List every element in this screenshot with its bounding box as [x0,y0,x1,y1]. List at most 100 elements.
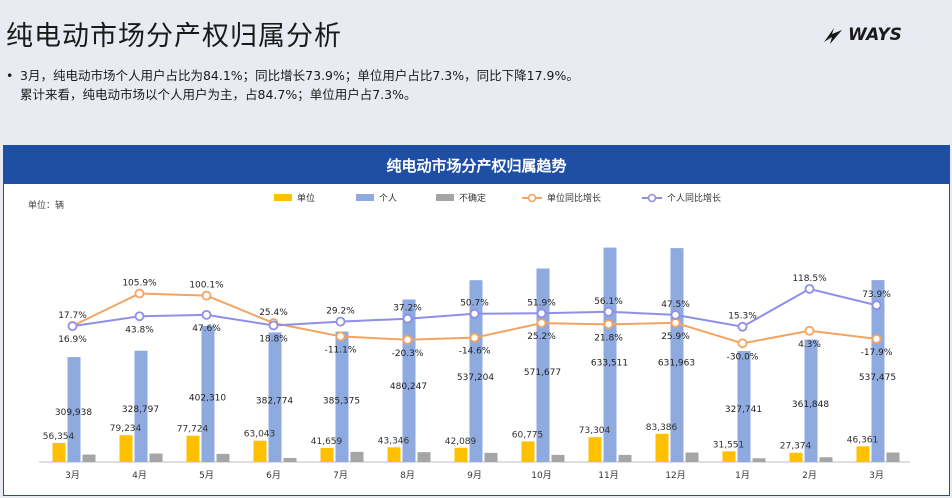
bar-personal-12 [871,280,885,462]
bar-personal-label-8: 633,511 [591,359,628,369]
bar-uncertain-5 [417,452,431,462]
point-label-personal-yoy-6: 50.7% [460,299,489,309]
bar-uncertain-2 [216,453,230,462]
bar-uncertain-0 [82,454,96,462]
bar-unit-1 [119,435,133,462]
bar-unit-2 [186,435,200,462]
bar-personal-label-4: 385,375 [323,396,360,406]
point-unit-yoy-2 [201,290,212,301]
legend-label-3: 单位同比增长 [547,192,601,204]
bar-unit-9 [655,433,669,462]
bar-unit-label-2: 77,724 [177,425,209,435]
bar-uncertain-3 [283,457,297,462]
bar-personal-4 [335,331,349,462]
point-label-personal-yoy-1: 43.8% [125,325,154,335]
point-personal-yoy-3 [268,320,279,331]
bar-unit-label-0: 56,354 [43,432,75,442]
bar-uncertain-9 [685,452,699,462]
bar-unit-label-5: 43,346 [378,436,410,446]
bar-uncertain-1 [149,453,163,462]
point-label-unit-yoy-10: -30.0% [727,352,759,362]
legend-label-0: 单位 [297,192,315,204]
ways-logo: WAYS [822,22,912,48]
point-personal-yoy-6 [469,308,480,319]
x-tick-label-7: 10月 [531,470,551,481]
point-label-personal-yoy-11: 118.5% [792,274,827,284]
bar-unit-7 [521,441,535,462]
bar-unit-6 [454,447,468,462]
point-label-unit-yoy-8: 21.8% [594,333,623,343]
point-personal-yoy-5 [402,313,413,324]
point-unit-yoy-8 [603,319,614,330]
bar-unit-4 [320,447,334,462]
legend-label-4: 个人同比增长 [667,192,721,204]
bar-uncertain-6 [484,452,498,462]
bar-personal-2 [201,325,215,462]
bar-unit-label-12: 46,361 [847,435,879,445]
point-label-unit-yoy-0: 17.7% [58,311,87,321]
bar-unit-label-9: 83,386 [646,423,678,433]
point-label-unit-yoy-3: 25.4% [259,308,288,318]
point-label-unit-yoy-5: -20.3% [392,349,424,359]
bar-personal-1 [134,350,148,462]
summary: • 3月，纯电动市场个人用户占比为84.1%；同比增长73.9%；单位用户占比7… [6,66,906,104]
bar-unit-5 [387,447,401,462]
point-personal-yoy-7 [536,308,547,319]
bar-unit-label-10: 31,551 [713,440,745,450]
bar-personal-label-7: 571,677 [524,368,561,378]
point-personal-yoy-12 [871,300,882,311]
bar-personal-label-5: 480,247 [390,382,427,392]
point-label-unit-yoy-6: -14.6% [459,347,491,357]
bar-uncertain-10 [752,458,766,462]
bar-personal-label-6: 537,204 [457,373,494,383]
point-personal-yoy-9 [670,310,681,320]
point-label-unit-yoy-9: 25.9% [661,332,690,342]
x-tick-label-9: 12月 [665,470,685,481]
bar-personal-11 [804,339,818,462]
bar-unit-label-6: 42,089 [445,437,477,447]
x-tick-label-1: 4月 [132,470,147,481]
point-unit-yoy-1 [134,288,145,299]
unit-label: 单位：辆 [28,199,64,211]
page-title: 纯电动市场分产权归属分析 [6,21,342,52]
x-tick-label-2: 5月 [199,470,214,481]
point-label-personal-yoy-0: 16.9% [58,335,87,345]
legend-marker-4 [647,193,657,203]
chart-panel: 纯电动市场分产权归属趋势 单位：辆 单位 个人 不确定 单位同比增长 个人同比增长 56,3… [3,145,950,496]
bar-unit-label-8: 73,304 [579,426,611,436]
summary-line-1: 3月，纯电动市场个人用户占比为84.1%；同比增长73.9%；单位用户占比7.3… [20,68,579,83]
bar-unit-12 [856,446,870,462]
point-label-personal-yoy-5: 37.2% [393,304,422,314]
bar-unit-8 [588,437,602,462]
trend-chart: 单位：辆 单位 个人 不确定 单位同比增长 个人同比增长 56,354 309,938 3月 79… [28,192,910,481]
point-label-personal-yoy-8: 56.1% [594,297,623,307]
x-tick-label-8: 11月 [598,470,618,481]
bar-personal-6 [469,280,483,462]
point-unit-yoy-11 [804,325,815,336]
bar-personal-label-10: 327,741 [725,405,762,415]
point-personal-yoy-0 [67,321,78,332]
bar-unit-label-1: 79,234 [110,424,142,434]
bar-personal-3 [268,332,282,462]
bar-personal-9 [670,248,684,462]
bar-uncertain-12 [886,452,900,462]
x-tick-label-3: 6月 [266,470,281,481]
legend-marker-3 [527,193,537,203]
legend-swatch-2 [436,194,454,201]
bar-personal-label-11: 361,848 [792,400,829,410]
point-personal-yoy-4 [335,316,346,327]
point-label-unit-yoy-11: 4.3% [798,340,821,350]
legend-label-2: 不确定 [459,192,486,204]
legend-swatch-0 [274,194,292,201]
summary-line-2: 累计来看，纯电动市场以个人用户为主，占84.7%；单位用户占7.3%。 [20,87,417,102]
bar-personal-label-2: 402,310 [189,394,226,404]
bar-personal-0 [67,357,81,462]
point-label-unit-yoy-1: 105.9% [122,279,157,289]
x-tick-label-10: 1月 [735,470,750,481]
bar-personal-label-3: 382,774 [256,397,293,407]
bar-unit-label-11: 27,374 [780,442,812,452]
x-tick-label-4: 7月 [333,470,348,481]
point-label-personal-yoy-3: 18.8% [259,334,288,344]
point-unit-yoy-12 [871,333,882,344]
bar-unit-11 [789,452,803,462]
